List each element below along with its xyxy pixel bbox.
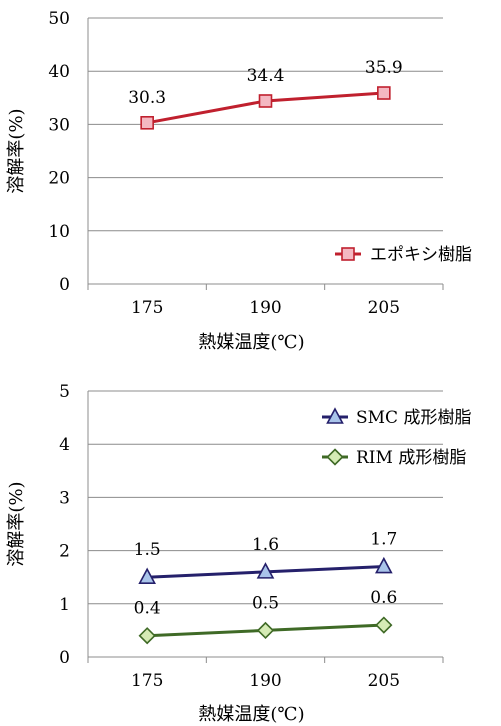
data-point xyxy=(256,621,275,640)
chart-epoxy: 0 10 20 30 40 50 175 190 205 熱媒温度(℃) 溶解率(%) 30.3 34.… xyxy=(6,9,472,353)
y-tick-label: 30 xyxy=(48,115,70,135)
x-axis-title: 熱媒温度(℃) xyxy=(198,332,304,353)
legend-item: RIM 成形樹脂 xyxy=(322,448,466,468)
y-tick-label: 1 xyxy=(59,595,70,615)
y-tick-label: 4 xyxy=(59,435,70,455)
data-label: 1.5 xyxy=(134,540,161,560)
y-tick-label: 3 xyxy=(59,488,70,508)
x-tick-label: 175 xyxy=(131,298,163,318)
data-point xyxy=(138,567,157,585)
legend-marker xyxy=(341,247,355,261)
y-tick-label: 0 xyxy=(59,648,70,668)
x-axis-title: 熱媒温度(℃) xyxy=(198,704,304,725)
data-point xyxy=(377,86,391,100)
chart-smc-rim: 0 1 2 3 4 5 175 190 205 熱媒温度(℃) 溶解率(%) 1.5 1.6 1.7 SMC… xyxy=(6,382,471,725)
y-tick-label: 10 xyxy=(48,222,70,242)
y-tick-label: 5 xyxy=(59,382,70,402)
data-label: 1.7 xyxy=(370,530,397,550)
legend-marker xyxy=(326,448,344,466)
data-label: 35.9 xyxy=(365,58,403,78)
x-tick-label: 190 xyxy=(249,671,281,691)
data-point xyxy=(374,556,393,574)
legend-item: SMC 成形樹脂 xyxy=(322,407,471,428)
data-label: 0.4 xyxy=(134,599,161,619)
data-label: 1.6 xyxy=(252,535,279,555)
data-label: 0.5 xyxy=(252,593,279,613)
data-point xyxy=(138,627,156,645)
y-tick-label: 2 xyxy=(59,542,70,562)
x-tick-label: 205 xyxy=(368,298,400,318)
legend-label: RIM 成形樹脂 xyxy=(356,448,466,468)
data-label: 34.4 xyxy=(247,66,285,86)
data-point xyxy=(256,562,275,579)
data-point xyxy=(140,116,154,130)
x-tick-label: 175 xyxy=(131,671,163,691)
data-label: 0.6 xyxy=(370,588,397,608)
y-tick-label: 20 xyxy=(48,169,70,189)
data-point xyxy=(258,94,273,108)
legend-label: SMC 成形樹脂 xyxy=(356,408,471,428)
y-tick-label: 50 xyxy=(48,9,70,29)
y-axis-title: 溶解率(%) xyxy=(6,481,27,566)
y-tick-label: 40 xyxy=(48,62,70,82)
data-point xyxy=(375,616,393,634)
x-tick-label: 205 xyxy=(368,671,400,691)
legend-item: エポキシ樹脂 xyxy=(335,245,472,265)
data-label: 30.3 xyxy=(128,88,166,108)
y-tick-label: 0 xyxy=(59,275,70,295)
legend-marker xyxy=(326,407,344,424)
legend-label: エポキシ樹脂 xyxy=(370,245,472,265)
y-axis-title: 溶解率(%) xyxy=(6,108,27,193)
x-tick-label: 190 xyxy=(249,298,281,318)
